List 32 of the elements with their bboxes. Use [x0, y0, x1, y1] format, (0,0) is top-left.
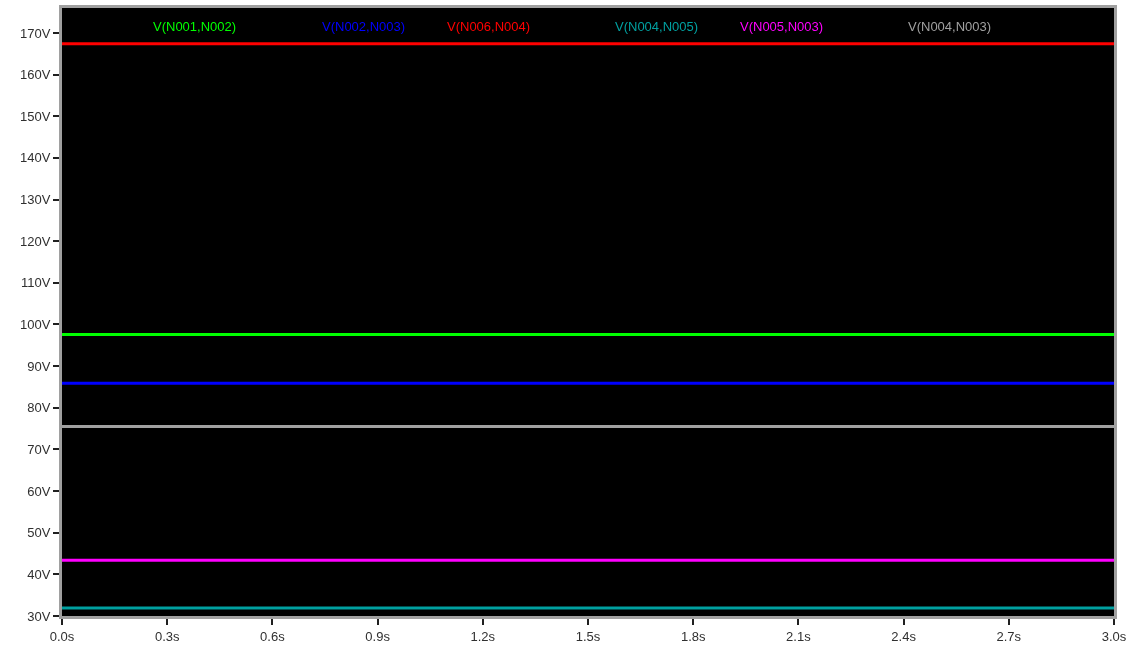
y-tick-label: 30V [27, 608, 51, 624]
y-tick-label: 60V [27, 483, 51, 499]
y-tick-label: 70V [27, 441, 51, 457]
x-tick-label: 1.8s [680, 628, 706, 644]
y-tick-label: 90V [27, 358, 51, 374]
x-tick-label: 0.3s [154, 628, 180, 644]
x-tick-label: 3.0s [1101, 628, 1127, 644]
x-tick-label: 2.4s [891, 628, 917, 644]
y-tick-label: 170V [20, 25, 51, 41]
x-tick-label: 1.2s [470, 628, 496, 644]
y-tick-label: 140V [20, 150, 51, 166]
y-tick-label: 130V [20, 192, 51, 208]
y-tick-label: 100V [20, 317, 51, 333]
text: V(N005,N003) [740, 19, 824, 34]
y-tick-label: 120V [20, 233, 51, 249]
y-tick-label: 50V [27, 525, 51, 541]
x-tick-label: 0.6s [260, 628, 286, 644]
text: V(N004,N005) [615, 19, 699, 34]
y-tick-label: 160V [20, 67, 51, 83]
x-tick-label: 1.5s [575, 628, 601, 644]
y-tick-label: 80V [27, 400, 51, 416]
text: V(N002,N003) [322, 19, 406, 34]
y-tick-label: 150V [20, 108, 51, 124]
x-tick-label: 0.0s [49, 628, 75, 644]
series-label: V(N006,N004) [447, 19, 531, 34]
x-tick-label: 2.7s [996, 628, 1022, 644]
text: V(N004,N003) [908, 19, 992, 34]
x-tick-label: 0.9s [365, 628, 391, 644]
y-tick-label: 40V [27, 566, 51, 582]
y-tick-label: 110V [20, 275, 51, 291]
text: V(N001,N002) [153, 19, 237, 34]
x-tick-label: 2.1s [786, 628, 812, 644]
